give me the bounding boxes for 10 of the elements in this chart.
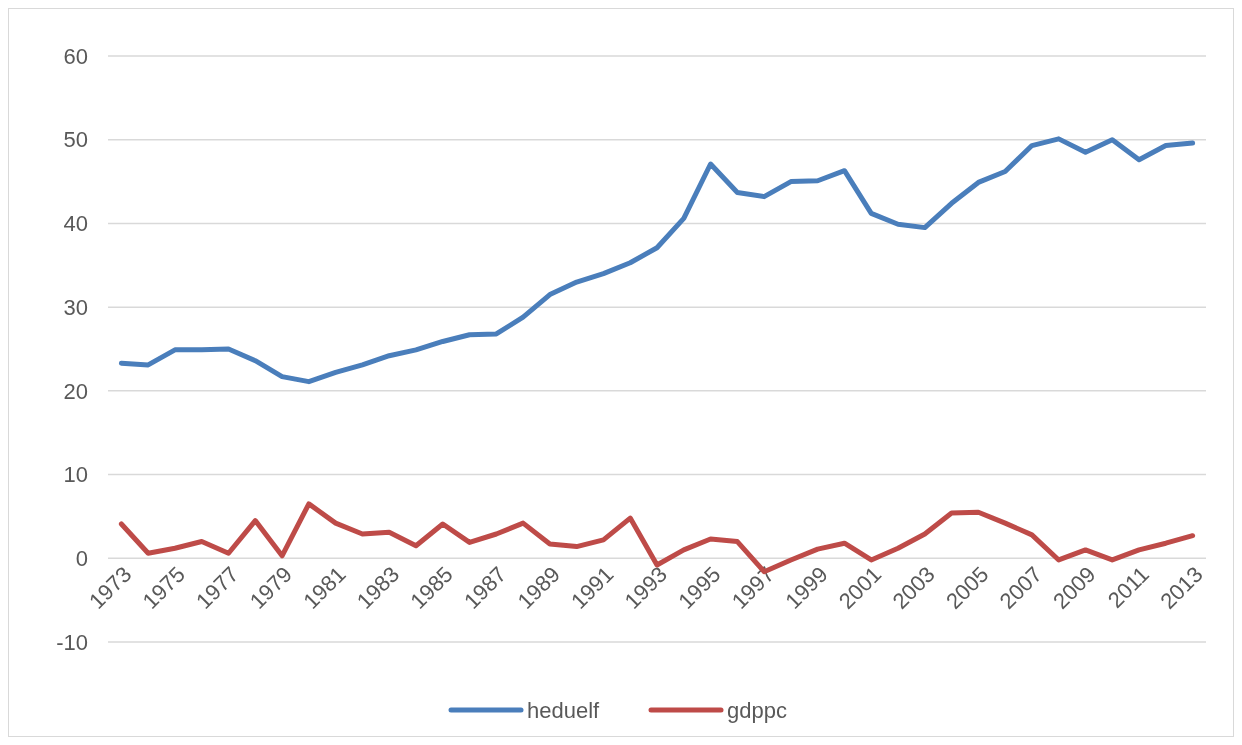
y-tick-label: 30 <box>63 294 88 320</box>
y-tick-label: -10 <box>56 629 88 655</box>
y-tick-label: 0 <box>75 545 88 571</box>
legend-label: gdppc <box>727 697 787 723</box>
y-tick-label: 60 <box>63 43 88 69</box>
legend-label: heduelf <box>527 697 601 723</box>
y-tick-label: 40 <box>63 211 88 237</box>
y-tick-label: 50 <box>63 127 88 153</box>
y-tick-label: 10 <box>63 462 88 488</box>
y-tick-label: 20 <box>63 378 88 404</box>
